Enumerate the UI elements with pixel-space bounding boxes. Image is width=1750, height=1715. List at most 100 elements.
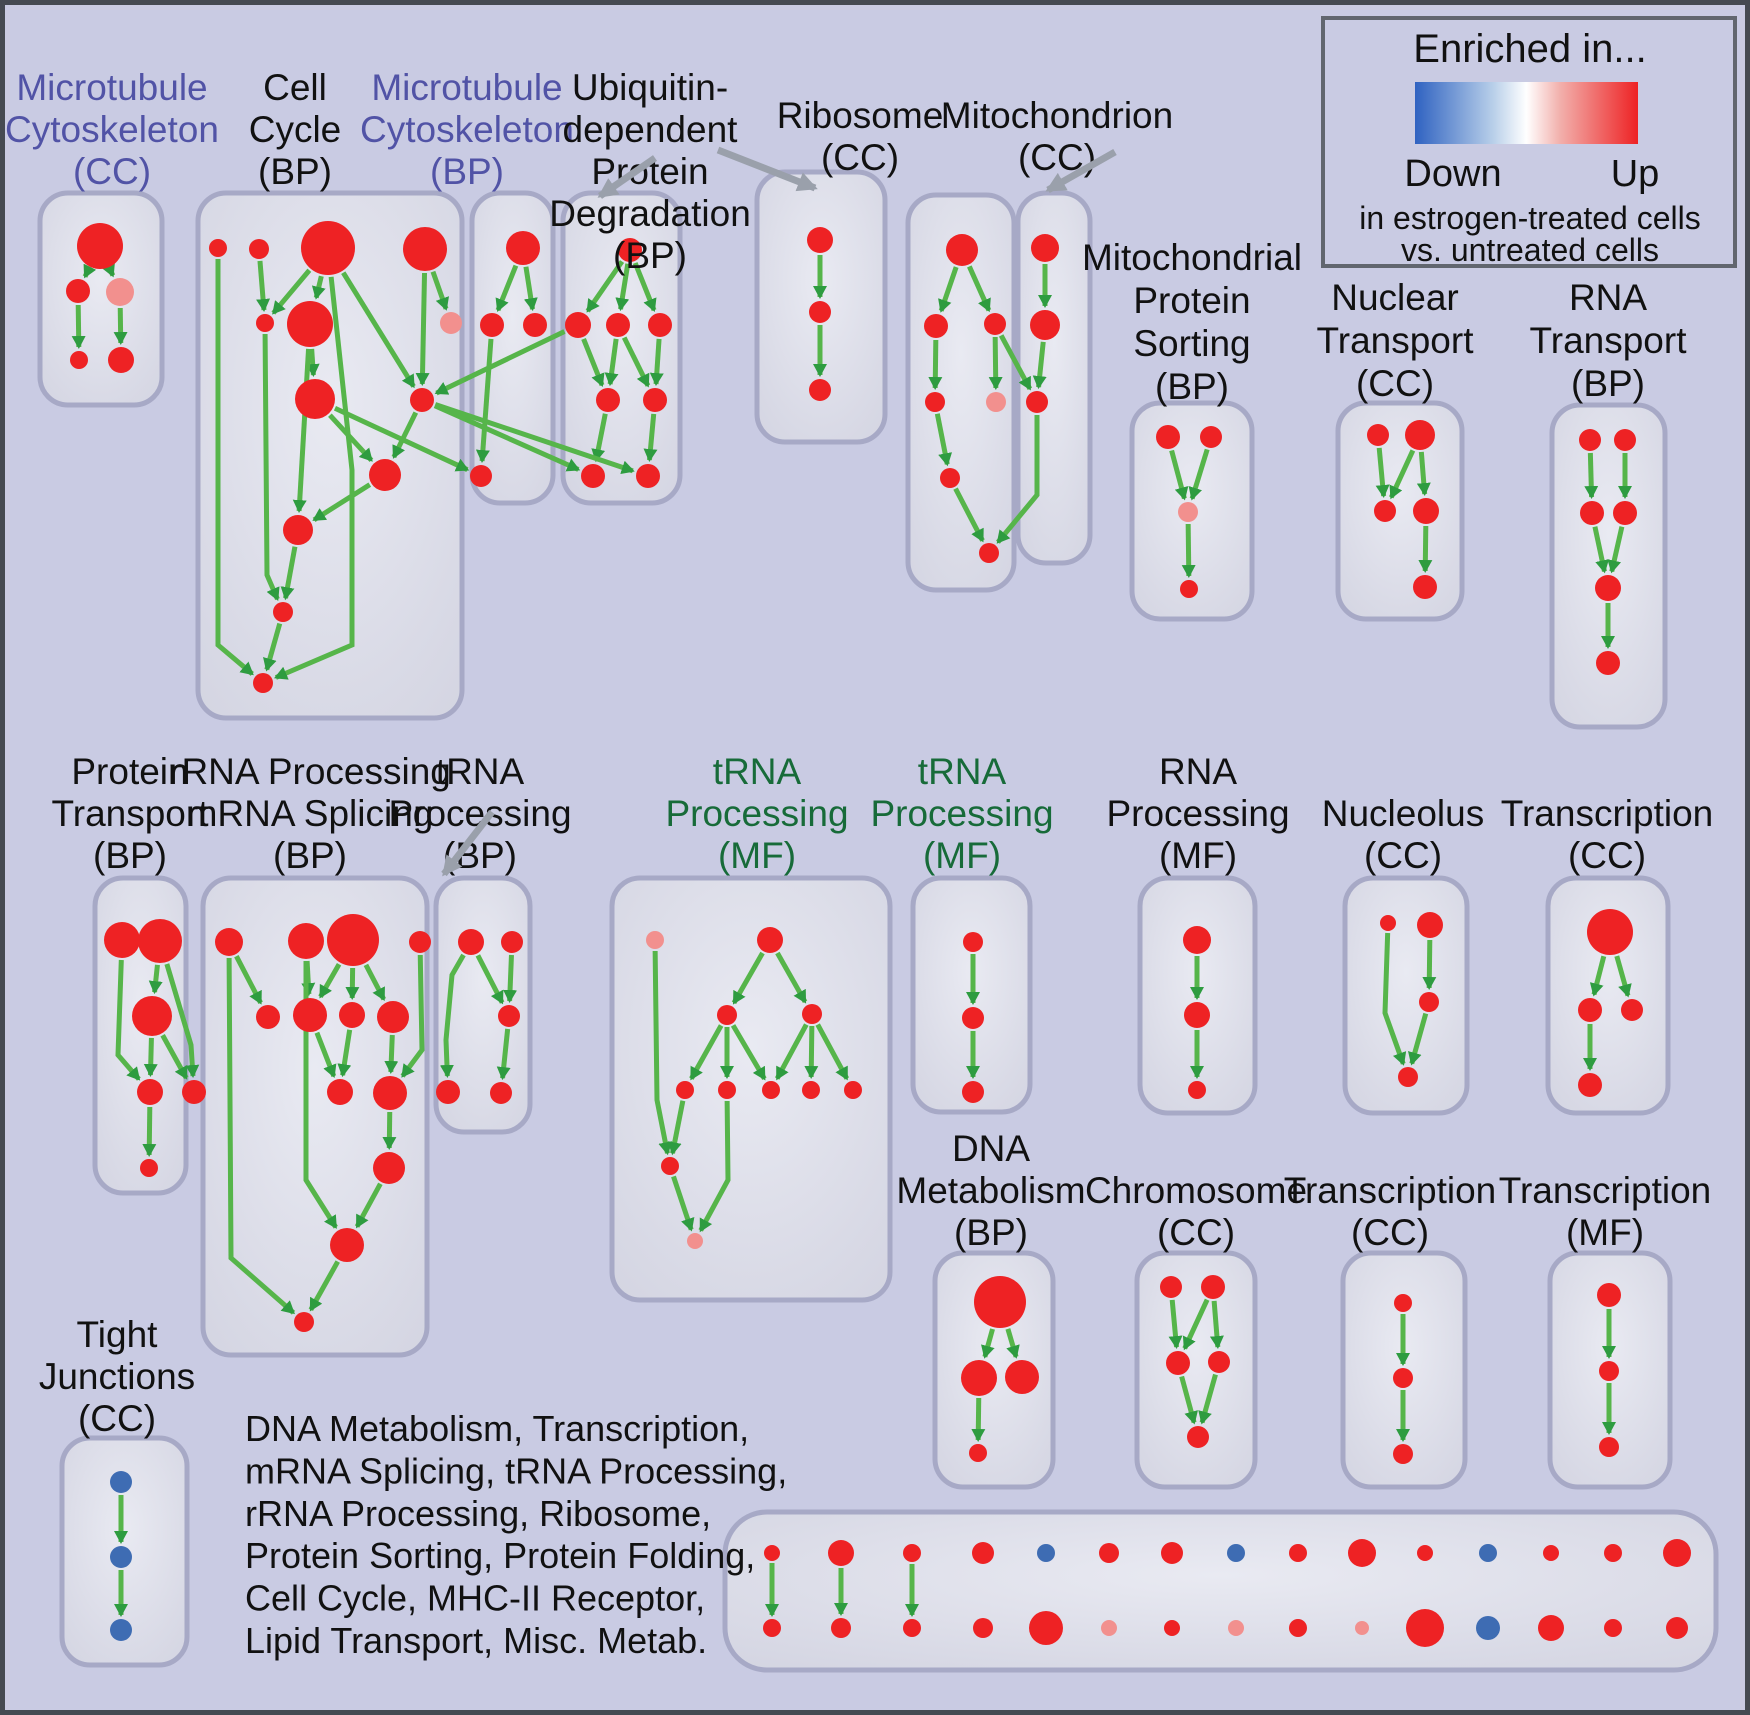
go-term-node: [1228, 1620, 1244, 1636]
go-term-node: [717, 1005, 737, 1025]
go-term-node: [903, 1619, 921, 1637]
go-term-node: [636, 464, 660, 488]
go-term-node: [209, 239, 227, 257]
go-term-node: [581, 464, 605, 488]
edge-ubiquitin-degradation: [591, 413, 608, 463]
go-term-node: [809, 379, 831, 401]
edge-microtubule-cc: [71, 304, 86, 350]
go-term-node: [963, 932, 983, 952]
go-term-node: [1580, 501, 1604, 525]
go-term-node: [1200, 426, 1222, 448]
edge-trna-bp: [496, 1028, 511, 1081]
go-term-node: [104, 922, 140, 958]
edge-mito-protein-sorting: [1181, 523, 1196, 579]
edge-mito-protein-sorting: [1188, 448, 1210, 501]
misc-category-text: mRNA Splicing, tRNA Processing,: [245, 1450, 787, 1491]
edge-rrna-mrna: [308, 1260, 340, 1312]
edge-microtubule-cc: [82, 263, 97, 279]
go-term-node: [618, 238, 642, 262]
label-pointer-arrow: [441, 809, 495, 877]
cluster-label-trna-mf-small: tRNA: [918, 751, 1007, 792]
cluster-label-dna-metabolism: (BP): [954, 1212, 1028, 1253]
edge-trna-mf-large: [698, 1100, 731, 1233]
go-term-node: [961, 1360, 997, 1396]
go-term-node: [1405, 420, 1435, 450]
go-term-node: [1417, 1545, 1433, 1561]
edge-cell-cycle: [305, 348, 320, 378]
go-term-node: [138, 919, 182, 963]
go-term-node: [1164, 1620, 1180, 1636]
edge-rrna-mrna: [337, 1029, 353, 1078]
edge-trna-bp: [439, 953, 466, 1079]
edge-cell-cycle: [271, 268, 312, 315]
cluster-label-rna-transport: (BP): [1571, 363, 1645, 404]
go-term-node: [410, 388, 434, 412]
legend-gradient-bar: [1415, 82, 1638, 144]
cluster-box: [37, 190, 165, 408]
edge-rrna-mrna: [314, 1031, 337, 1079]
go-term-node: [1031, 234, 1059, 262]
go-term-node: [294, 1312, 314, 1332]
go-term-node: [498, 1005, 520, 1027]
go-term-node: [108, 347, 134, 373]
go-term-node: [373, 1152, 405, 1184]
cluster-label-trna-mf-small: (MF): [923, 835, 1001, 876]
go-term-node: [1005, 1360, 1039, 1394]
cluster-box: [1549, 402, 1668, 730]
cluster-label-protein-transport: Transport: [52, 793, 210, 834]
go-term-node: [293, 998, 327, 1032]
layer-nodes: [66, 221, 1691, 1647]
go-term-node: [606, 313, 630, 337]
edge-cell-cycle: [215, 259, 254, 676]
cluster-label-protein-transport: Protein: [71, 751, 188, 792]
cluster-label-tight-junctions: (CC): [78, 1398, 156, 1439]
edge-microtubule-bp: [475, 338, 494, 464]
cluster-label-transcription-mf: (MF): [1566, 1212, 1644, 1253]
go-term-node: [828, 1540, 854, 1566]
edge-ubiquitin-degradation: [632, 262, 657, 313]
go-term-node: [1599, 1437, 1619, 1457]
go-term-node: [373, 1076, 407, 1110]
go-term-node: [1663, 1539, 1691, 1567]
go-term-node: [249, 239, 269, 259]
edge-chromosome-cc: [1179, 1375, 1198, 1425]
cluster-label-transcription-cc-low: (CC): [1351, 1212, 1429, 1253]
go-term-node: [70, 351, 88, 369]
cluster-label-mito-protein-sorting: Protein: [1133, 280, 1250, 321]
layer-edges: [71, 255, 1632, 1617]
edge-cell-cycle: [262, 333, 280, 601]
edge-trna-bp: [475, 954, 505, 1005]
go-term-node: [946, 234, 978, 266]
cluster-label-cell-cycle: (BP): [258, 151, 332, 192]
legend: Enriched in... Down Up in estrogen-treated …: [1321, 16, 1737, 268]
edge-ubiquitin-degradation: [615, 263, 631, 312]
edge-ribosome-cc: [967, 265, 992, 313]
go-term-node: [77, 223, 123, 269]
cluster-label-trna-mf-large: Processing: [665, 793, 848, 834]
go-term-node: [1613, 501, 1637, 525]
go-term-node: [646, 931, 664, 949]
go-term-node: [1413, 498, 1439, 524]
go-term-node: [1595, 575, 1621, 601]
edge-trna-mf-large: [667, 1100, 686, 1156]
go-term-node: [182, 1080, 206, 1104]
go-term-node: [940, 468, 960, 488]
go-term-node: [1393, 1368, 1413, 1388]
go-term-node: [1380, 915, 1396, 931]
edge-nuclear-transport: [1375, 447, 1390, 499]
go-term-node: [676, 1081, 694, 1099]
go-term-node: [1289, 1544, 1307, 1562]
go-term-node: [1476, 1616, 1500, 1640]
cluster-label-transcription-cc-mid: Transcription: [1501, 793, 1713, 834]
edge-rrna-mrna: [363, 963, 386, 1002]
go-term-node: [1398, 1067, 1418, 1087]
cluster-label-ribosome-cc: (CC): [821, 137, 899, 178]
edge-microtubule-bp: [495, 264, 519, 313]
cluster-label-rna-processing-mf: Processing: [1106, 793, 1289, 834]
edge-mitochondrion-cc: [1032, 341, 1047, 390]
go-term-node: [1614, 429, 1636, 451]
edge-trna-mf-large: [815, 1023, 850, 1081]
cluster-label-nuclear-transport: (CC): [1356, 363, 1434, 404]
cluster-label-dna-metabolism: Metabolism: [896, 1170, 1085, 1211]
legend-title: Enriched in...: [1413, 27, 1646, 71]
